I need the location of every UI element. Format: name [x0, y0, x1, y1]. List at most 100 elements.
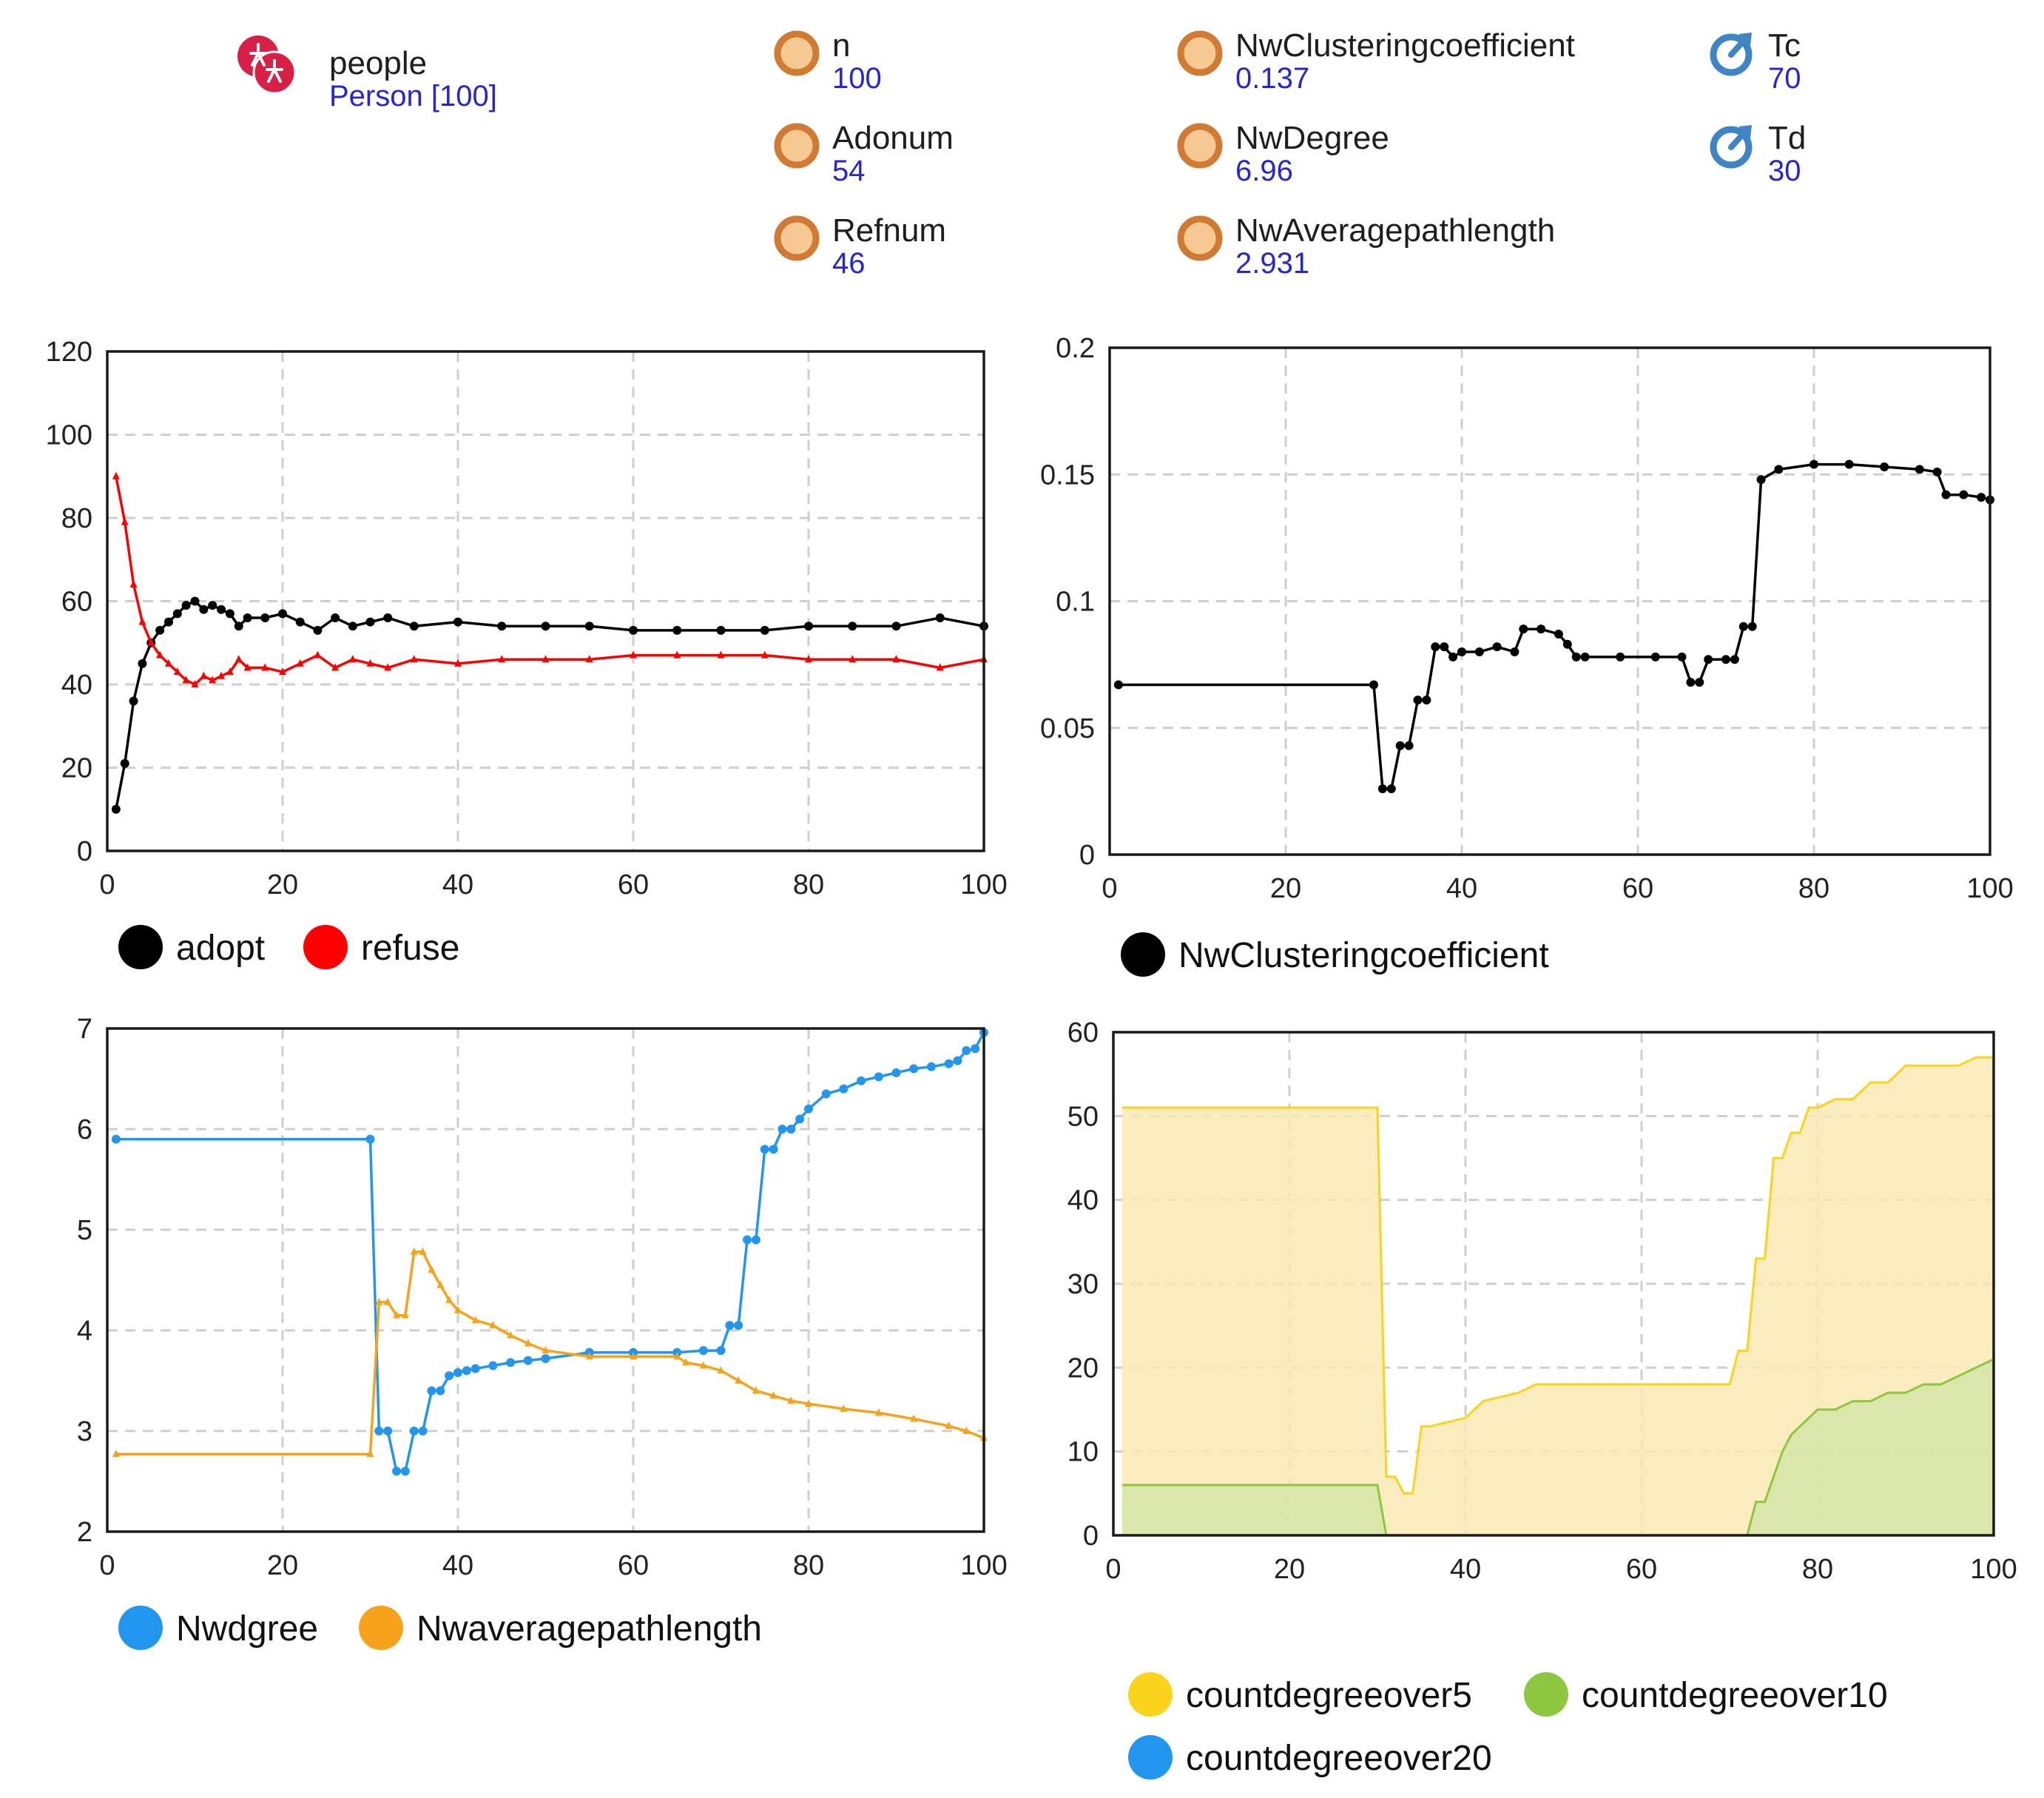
point — [523, 1356, 533, 1365]
agent-count: Person [100] — [329, 80, 497, 112]
y-tick-label: 0.1 — [1056, 587, 1095, 618]
y-tick-label: 80 — [61, 503, 92, 534]
point — [769, 1145, 778, 1154]
point — [112, 1449, 120, 1458]
legend-item-refuse[interactable]: refuse — [303, 925, 459, 969]
parameter-adonum[interactable]: Adonum 54 — [773, 122, 954, 186]
timer-icon — [1710, 33, 1753, 76]
point — [717, 1366, 725, 1374]
x-tick-label: 60 — [1626, 1554, 1657, 1585]
x-tick-label: 40 — [442, 1550, 473, 1581]
point — [121, 517, 129, 525]
parameter-n[interactable]: n 100 — [773, 30, 882, 93]
point — [129, 580, 138, 587]
legend-marker — [1524, 1672, 1568, 1717]
point — [243, 613, 252, 622]
point — [541, 622, 550, 631]
parameter-td[interactable]: Td 30 — [1709, 122, 1806, 186]
parameter-nwclusteringcoefficient[interactable]: NwClusteringcoefficient 0.137 — [1176, 30, 1575, 93]
point — [296, 659, 304, 667]
x-tick-label: 20 — [1270, 873, 1301, 904]
point — [506, 1358, 516, 1367]
x-tick-label: 40 — [442, 869, 473, 900]
y-tick-label: 50 — [1067, 1101, 1099, 1132]
legend-label: countdegreeover10 — [1582, 1676, 1888, 1715]
parameter-nwaveragepathlength[interactable]: NwAveragepathlength 2.931 — [1176, 215, 1555, 278]
point — [348, 655, 357, 663]
point — [953, 1056, 962, 1065]
x-tick-label: 20 — [1274, 1554, 1305, 1585]
point — [471, 1316, 479, 1324]
y-tick-label: 0.05 — [1040, 713, 1095, 744]
parameter-refnum[interactable]: Refnum 46 — [773, 215, 946, 278]
point — [156, 650, 164, 659]
plot-frame — [106, 350, 985, 852]
point — [190, 596, 200, 606]
legend-item-countdegreeover5[interactable]: countdegreeover5 — [1128, 1672, 1472, 1717]
agent-population-people[interactable]: people Person [100] — [233, 31, 497, 111]
point — [331, 663, 340, 671]
point — [840, 1404, 848, 1413]
y-tick-label: 40 — [1067, 1185, 1099, 1216]
legend-item-Nwdgree[interactable]: Nwdgree — [118, 1606, 318, 1650]
point — [1932, 467, 1942, 477]
point — [1431, 642, 1440, 652]
legend-item-countdegreeover10[interactable]: countdegreeover10 — [1524, 1672, 1888, 1717]
point — [401, 1310, 409, 1319]
y-tick-label: 4 — [77, 1316, 92, 1347]
parameter-tc[interactable]: Tc 70 — [1709, 30, 1801, 93]
line-adopt — [115, 599, 985, 810]
legend-item-Nwaveragepathlength[interactable]: Nwaveragepathlength — [359, 1606, 762, 1650]
point — [1915, 465, 1924, 474]
point — [243, 663, 252, 671]
point — [507, 1330, 515, 1339]
y-tick-label: 60 — [1067, 1017, 1099, 1048]
line-Nwaveragepathlength — [115, 1250, 985, 1456]
point — [199, 605, 209, 614]
clustering-coefficient-chart: 0 20 40 60 80 100 0 0.05 0.1 0.15 0.2 NwClusteringc… — [1040, 333, 2014, 977]
point — [234, 622, 243, 631]
y-tick-label: 120 — [46, 337, 92, 368]
parameter-nwdegree[interactable]: NwDegree 6.96 — [1176, 122, 1389, 186]
point — [734, 1321, 743, 1330]
x-tick-label: 40 — [1446, 873, 1477, 904]
point — [453, 1368, 462, 1378]
point — [1580, 652, 1590, 661]
point — [673, 650, 681, 659]
point — [1738, 622, 1748, 631]
point — [427, 1386, 436, 1395]
parameter-circle-icon — [1177, 215, 1223, 261]
legend-item-NwClusteringcoefficient[interactable]: NwClusteringcoefficient — [1121, 932, 1549, 977]
point — [735, 1376, 743, 1384]
point — [1377, 784, 1387, 793]
degree-count-chart: 0 20 40 60 80 100 0 10 20 30 40 50 60 countdegreeover… — [1067, 1017, 2017, 1780]
point — [1880, 462, 1889, 471]
timer-icon — [1710, 125, 1753, 169]
people-icon — [237, 36, 297, 95]
parameter-circle-icon — [1177, 30, 1223, 76]
x-tick-label: 60 — [618, 869, 649, 900]
point — [962, 1427, 971, 1434]
series-NwClusteringcoefficient — [1113, 459, 1994, 793]
point — [200, 671, 208, 679]
x-tick-label: 0 — [99, 1550, 115, 1581]
point — [787, 1396, 795, 1404]
point — [839, 1084, 849, 1094]
point — [804, 622, 813, 631]
point — [804, 1104, 813, 1114]
legend-item-adopt[interactable]: adopt — [118, 925, 265, 969]
point — [488, 1361, 498, 1370]
point — [1747, 622, 1757, 631]
legend-label: NwClusteringcoefficient — [1178, 936, 1549, 975]
point — [409, 1427, 419, 1435]
point — [672, 625, 682, 635]
legend-item-countdegreeover20[interactable]: countdegreeover20 — [1128, 1735, 1492, 1780]
parameter-name: Adonum — [832, 120, 954, 156]
point — [173, 667, 181, 676]
point — [716, 625, 726, 635]
y-tick-label: 0.2 — [1056, 333, 1095, 364]
point — [630, 1352, 637, 1360]
y-tick-label: 6 — [77, 1114, 92, 1145]
y-tick-label: 3 — [77, 1416, 92, 1447]
point — [584, 622, 594, 631]
